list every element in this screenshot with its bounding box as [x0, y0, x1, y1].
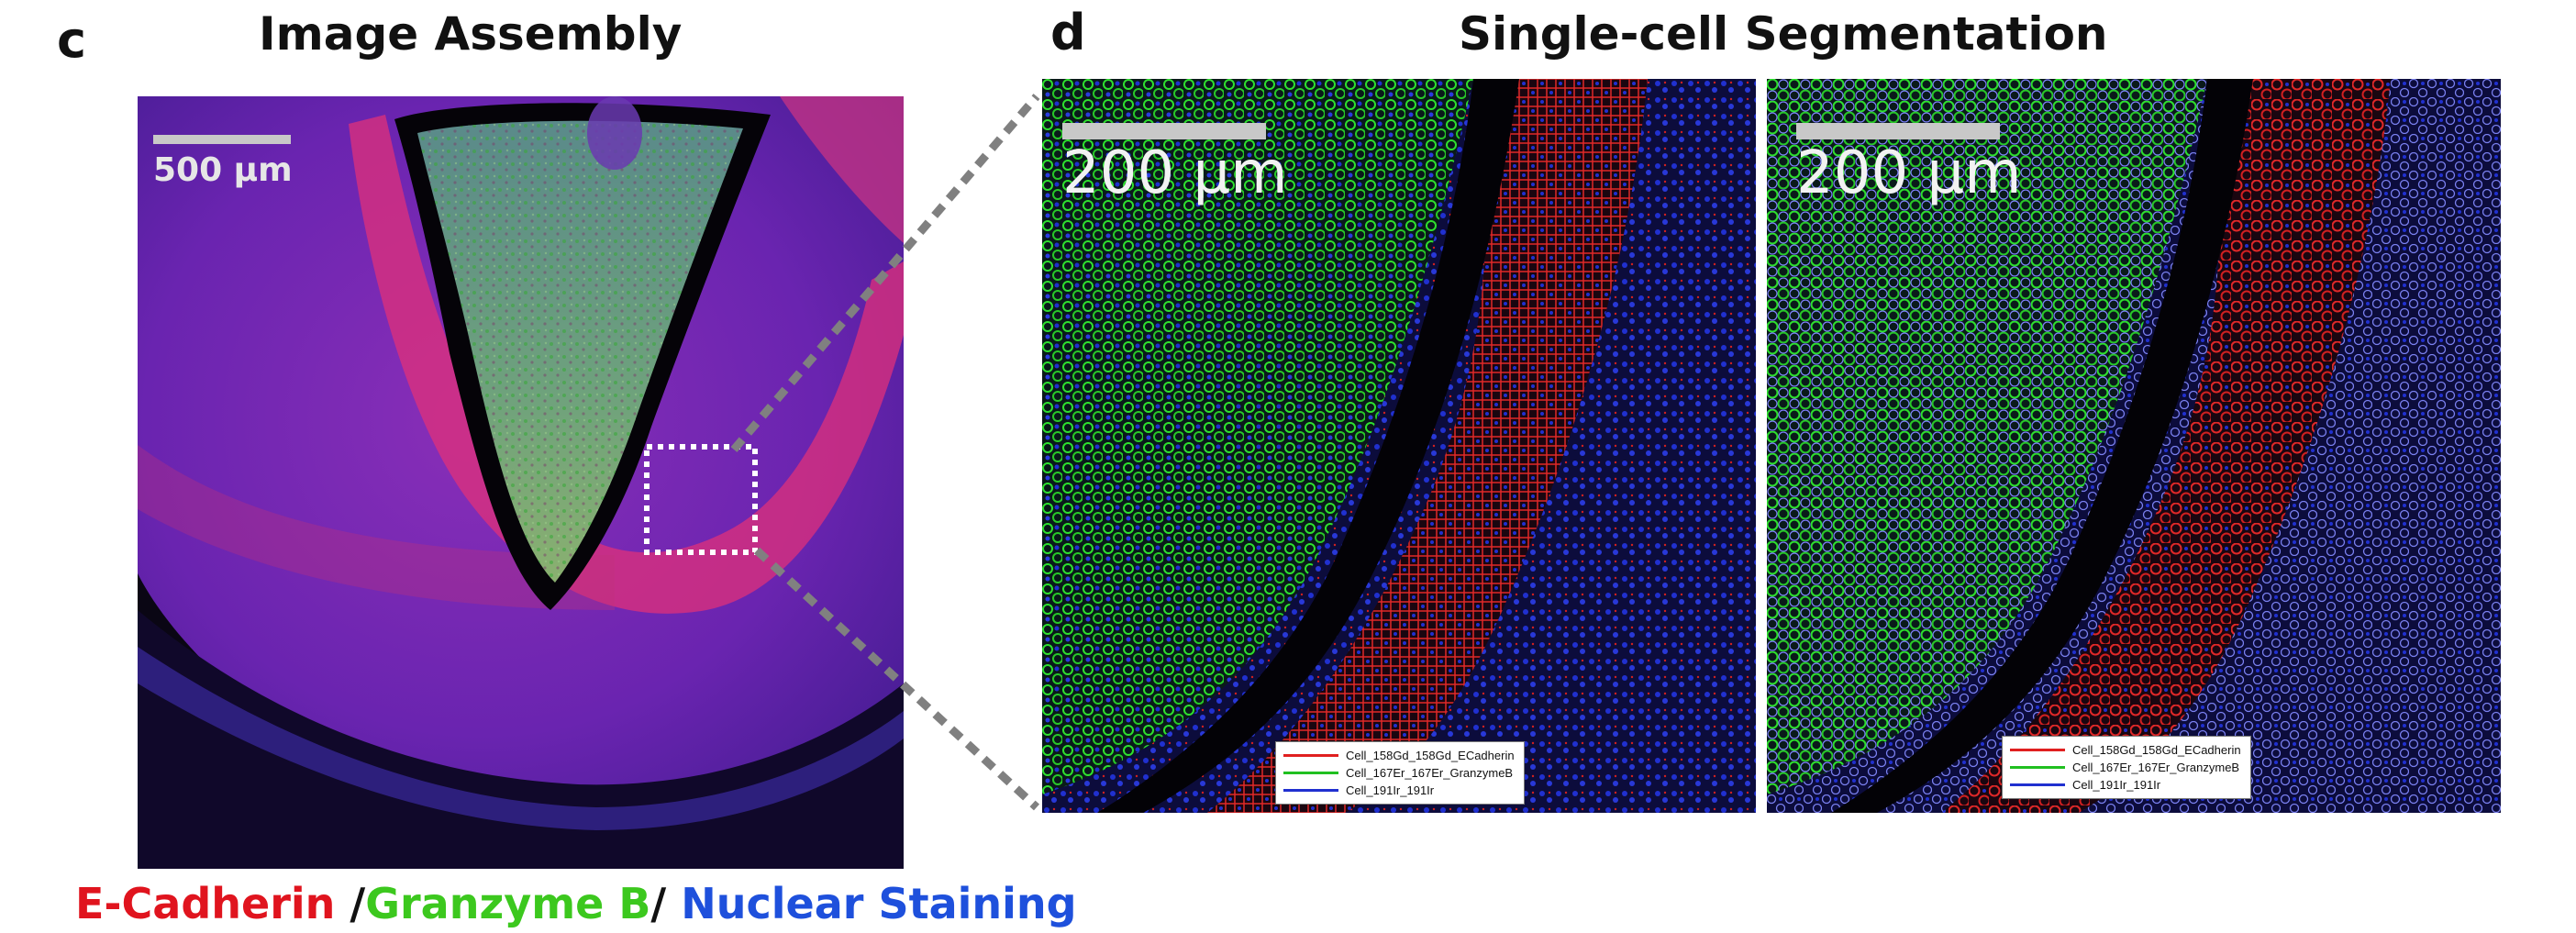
legend-swatch	[2010, 766, 2065, 769]
segmentation-image-left: 200 µm Cell_158Gd_158Gd_ECadherin Cell_1…	[1042, 79, 1756, 813]
legend-label: Cell_191Ir_191Ir	[2072, 778, 2161, 792]
legend-label: Cell_191Ir_191Ir	[1346, 783, 1435, 797]
right-scale-bar	[1796, 123, 2000, 139]
overview-scale-bar	[153, 135, 291, 144]
panel-c-letter: c	[57, 11, 87, 69]
legend-item: Cell_191Ir_191Ir	[2010, 776, 2241, 794]
legend-swatch	[1283, 772, 1338, 774]
legend-item: Cell_167Er_167Er_GranzymeB	[2010, 759, 2241, 776]
legend-label: Cell_158Gd_158Gd_ECadherin	[2072, 743, 2241, 757]
legend-item: Cell_167Er_167Er_GranzymeB	[1283, 764, 1515, 782]
legend-label: Cell_167Er_167Er_GranzymeB	[2072, 761, 2240, 774]
panel-d-title: Single-cell Segmentation	[1459, 7, 2108, 61]
legend-swatch	[1283, 789, 1338, 792]
left-scale-label: 200 µm	[1062, 139, 1288, 207]
legend-swatch	[2010, 783, 2065, 786]
legend-item: Cell_158Gd_158Gd_ECadherin	[2010, 741, 2241, 759]
right-legend: Cell_158Gd_158Gd_ECadherin Cell_167Er_16…	[2002, 736, 2251, 799]
right-scale-label: 200 µm	[1796, 139, 2022, 207]
segmentation-image-right: 200 µm Cell_158Gd_158Gd_ECadherin Cell_1…	[1767, 79, 2501, 813]
panel-c-title: Image Assembly	[259, 7, 683, 61]
segmentation-left-svg	[1042, 79, 1756, 813]
caption-nuclear: Nuclear Staining	[681, 879, 1077, 928]
legend-label: Cell_167Er_167Er_GranzymeB	[1346, 766, 1514, 780]
legend-label: Cell_158Gd_158Gd_ECadherin	[1346, 749, 1515, 762]
segmentation-right-svg	[1767, 79, 2501, 813]
overview-scale-label: 500 µm	[153, 151, 293, 189]
legend-item: Cell_191Ir_191Ir	[1283, 782, 1515, 799]
panel-d-letter: d	[1050, 4, 1086, 61]
tissue-overview-image: 500 µm	[138, 96, 904, 869]
legend-item: Cell_158Gd_158Gd_ECadherin	[1283, 747, 1515, 764]
legend-swatch	[2010, 749, 2065, 751]
left-legend: Cell_158Gd_158Gd_ECadherin Cell_167Er_16…	[1275, 741, 1525, 805]
tissue-overview-svg	[138, 96, 904, 869]
caption-ecadherin: E-Cadherin	[75, 879, 336, 928]
channel-caption: E-Cadherin /Granzyme B/ Nuclear Staining	[75, 879, 1077, 928]
caption-granzyme: Granzyme B	[365, 879, 651, 928]
legend-swatch	[1283, 754, 1338, 757]
caption-separator: /	[650, 879, 682, 928]
caption-separator: /	[335, 879, 366, 928]
left-scale-bar	[1062, 123, 1266, 139]
